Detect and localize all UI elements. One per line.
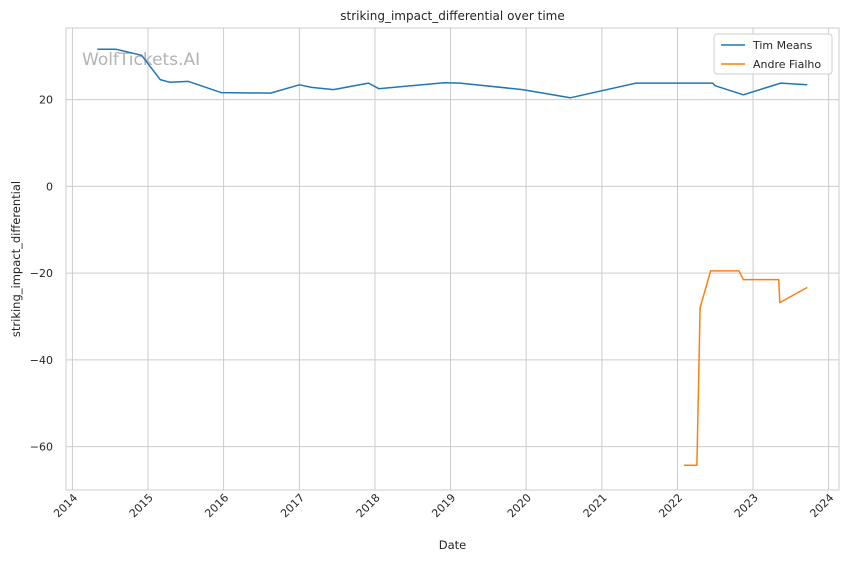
y-tick-label: −60	[30, 441, 53, 454]
watermark: WolfTickets.AI	[82, 50, 200, 70]
chart-title: striking_impact_differential over time	[340, 9, 565, 23]
y-axis-title: striking_impact_differential	[9, 181, 23, 337]
series-line-1	[683, 270, 808, 467]
x-tick-labels: 2014 2015 2016 2017 2018 2019 2020 2021 2022 2023…	[51, 491, 836, 520]
grid-lines	[66, 28, 839, 490]
y-tick-label: −20	[30, 267, 53, 280]
legend-label: Andre Fialho	[753, 58, 821, 71]
x-axis-title: Date	[439, 538, 467, 552]
plot-frame	[65, 27, 840, 491]
series-line-0	[97, 48, 808, 99]
legend-label: Tim Means	[752, 39, 813, 52]
series-layer	[97, 48, 808, 467]
y-tick-label: 0	[46, 180, 53, 193]
y-tick-label: 20	[39, 94, 53, 107]
legend: Tim Means Andre Fialho	[713, 33, 833, 75]
y-tick-labels: 20 0 −20 −40 −60	[30, 94, 53, 454]
y-tick-label: −40	[30, 354, 53, 367]
